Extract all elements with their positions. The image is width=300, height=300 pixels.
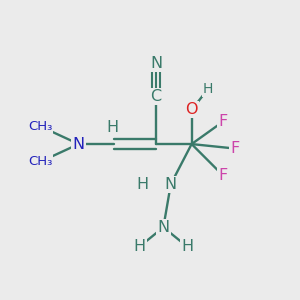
Text: O: O	[185, 102, 198, 117]
Text: H: H	[181, 239, 193, 254]
Text: H: H	[107, 120, 119, 135]
Text: F: F	[218, 114, 227, 129]
Text: H: H	[203, 82, 213, 96]
Text: N: N	[73, 136, 85, 152]
Text: H: H	[134, 239, 146, 254]
Text: N: N	[165, 177, 177, 192]
Text: C: C	[150, 89, 161, 104]
Text: CH₃: CH₃	[28, 120, 52, 133]
Text: F: F	[230, 141, 239, 156]
Text: F: F	[218, 168, 227, 183]
Text: N: N	[150, 56, 162, 71]
Text: N: N	[157, 220, 170, 235]
Text: CH₃: CH₃	[28, 155, 52, 168]
Text: H: H	[136, 177, 148, 192]
